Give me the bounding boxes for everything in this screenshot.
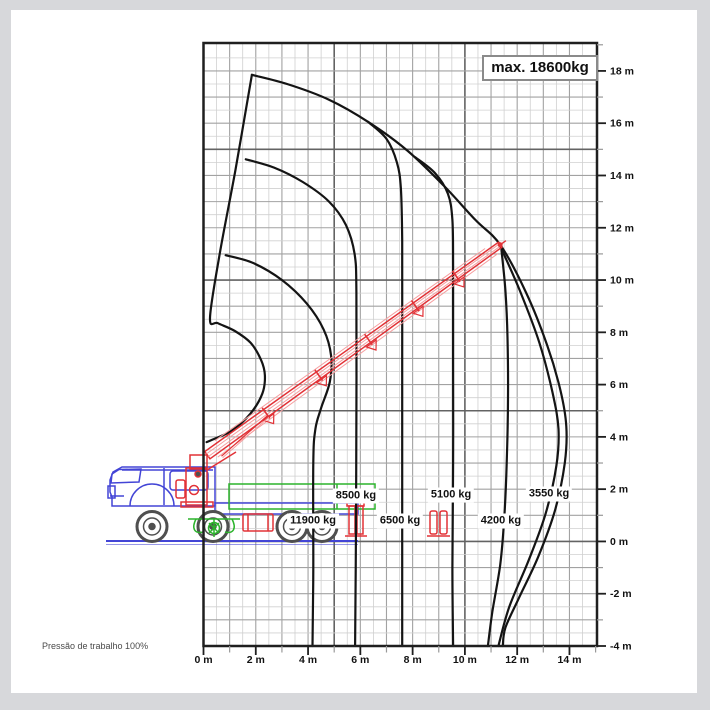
capacity-label-3550: 3550 kg: [525, 486, 573, 502]
svg-text:16 m: 16 m: [610, 118, 634, 130]
axis-ticks: 0 m 2 m 4 m 6 m 8 m 10 m 12 m 14 m 18 m 16 m 14 m 1…: [194, 44, 634, 666]
svg-text:18 m: 18 m: [610, 65, 634, 77]
svg-text:-4 m: -4 m: [610, 641, 632, 653]
svg-text:14 m: 14 m: [557, 654, 581, 666]
capacity-label-6500: 6500 kg: [376, 513, 424, 529]
svg-text:10 m: 10 m: [610, 275, 634, 287]
pressure-footnote: Pressão de trabalho 100%: [42, 641, 149, 651]
curve-inner-boundary: [205, 73, 267, 444]
truck-illustration: [106, 451, 450, 545]
curve-capacity-8500: [244, 158, 358, 648]
svg-text:2 m: 2 m: [610, 484, 628, 496]
truck-cab: [107, 466, 216, 507]
svg-text:4 m: 4 m: [610, 431, 628, 443]
svg-text:4 m: 4 m: [299, 654, 317, 666]
outrigger-extended: [427, 510, 450, 537]
curve-capacity-3550: [497, 245, 560, 648]
svg-text:8 m: 8 m: [610, 327, 628, 339]
curve-capacity-4200: [486, 248, 510, 648]
svg-text:6 m: 6 m: [351, 654, 369, 666]
capacity-label-5100: 5100 kg: [427, 487, 475, 503]
svg-text:2 m: 2 m: [247, 654, 265, 666]
capacity-label-11900: 11900 kg: [287, 513, 339, 529]
curve-capacity-5100: [414, 156, 455, 648]
max-capacity-badge: max. 18600kg: [482, 55, 598, 81]
svg-text:0 m: 0 m: [610, 536, 628, 548]
crane-boom: [203, 240, 507, 460]
svg-text:10 m: 10 m: [453, 654, 477, 666]
curve-envelope-max: [250, 73, 568, 648]
toolbox: [242, 513, 274, 532]
svg-text:0 m: 0 m: [194, 654, 212, 666]
axes-frame: [202, 41, 599, 648]
svg-text:12 m: 12 m: [610, 222, 634, 234]
svg-text:6 m: 6 m: [610, 379, 628, 391]
svg-text:-2 m: -2 m: [610, 588, 632, 600]
svg-text:8 m: 8 m: [404, 654, 422, 666]
stabilizer-beam: [188, 518, 240, 537]
grid: [203, 43, 597, 646]
curve-capacity-6500: [367, 120, 404, 648]
crane-base: [175, 451, 237, 508]
capacity-label-4200: 4200 kg: [477, 513, 525, 529]
svg-text:12 m: 12 m: [505, 654, 529, 666]
capacity-label-8500: 8500 kg: [332, 488, 380, 504]
svg-text:14 m: 14 m: [610, 170, 634, 182]
